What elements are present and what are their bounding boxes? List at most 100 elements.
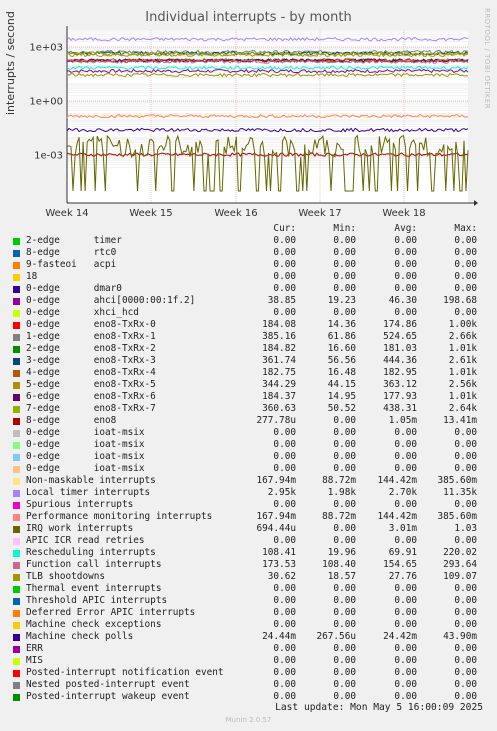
legend-swatch — [13, 286, 20, 293]
legend-value-max: 1.00k — [448, 319, 477, 330]
legend-value-min: 18.57 — [327, 571, 356, 582]
legend-value-min: 0.00 — [333, 415, 356, 426]
legend-value-avg: 174.86 — [383, 319, 417, 330]
legend-row: 9-fasteoi acpi 0.00 0.00 0.00 0.00 — [0, 259, 497, 271]
legend-row: Threshold APIC interrupts 0.00 0.00 0.00 0.0… — [0, 595, 497, 607]
legend-value-avg: 0.00 — [394, 607, 417, 618]
legend-value-min: 0.00 — [333, 655, 356, 666]
legend-row: 0-edge xhci_hcd 0.00 0.00 0.00 0.00 — [0, 307, 497, 319]
legend-series-name: 0-edge ioat-msix — [26, 463, 145, 474]
legend-value-avg: 0.00 — [394, 643, 417, 654]
legend-value-min: 0.00 — [333, 679, 356, 690]
legend-value-max: 0.00 — [454, 499, 477, 510]
legend-value-cur: 167.94m — [256, 511, 296, 522]
legend-value-min: 0.00 — [333, 463, 356, 474]
legend-value-avg: 24.42m — [383, 631, 417, 642]
legend-value-max: 2.56k — [448, 379, 477, 390]
legend-series-name: 7-edge eno8-TxRx-7 — [26, 403, 156, 414]
legend-value-avg: 69.91 — [388, 547, 417, 558]
x-tick-label: Week 18 — [382, 208, 425, 219]
legend-value-cur: 2.95k — [267, 487, 296, 498]
legend-value-min: 0.00 — [333, 247, 356, 258]
legend-value-min: 0.00 — [333, 607, 356, 618]
legend-row: 0-edge ioat-msix 0.00 0.00 0.00 0.00 — [0, 451, 497, 463]
legend-row: 7-edge eno8-TxRx-7 360.63 50.52 438.31 2.64k — [0, 403, 497, 415]
legend-value-cur: 0.00 — [273, 439, 296, 450]
legend-value-avg: 154.65 — [383, 559, 417, 570]
legend-value-avg: 144.42m — [377, 475, 417, 486]
legend-value-max: 0.00 — [454, 307, 477, 318]
legend-value-min: 108.40 — [322, 559, 356, 570]
legend-value-cur: 184.37 — [262, 391, 296, 402]
legend-value-min: 0.00 — [333, 595, 356, 606]
series-line — [66, 113, 469, 119]
series-line — [66, 59, 469, 64]
legend-value-min: 0.00 — [333, 439, 356, 450]
chart-title: Individual interrupts - by month — [145, 10, 352, 25]
legend-swatch — [13, 310, 20, 317]
legend-series-name: Local timer interrupts — [26, 487, 151, 498]
legend-value-min: 50.52 — [327, 403, 356, 414]
legend-value-cur: 0.00 — [273, 235, 296, 246]
legend-value-avg: 0.00 — [394, 667, 417, 678]
legend-value-max: 0.00 — [454, 451, 477, 462]
legend-row: TLB shootdowns 30.62 18.57 27.76 109.07 — [0, 571, 497, 583]
legend-value-max: 0.00 — [454, 283, 477, 294]
legend-value-max: 2.64k — [448, 403, 477, 414]
legend-series-name: 1-edge eno8-TxRx-1 — [26, 331, 156, 342]
legend-swatch — [13, 418, 20, 425]
legend-row: MIS 0.00 0.00 0.00 0.00 — [0, 655, 497, 667]
x-tick-label: Week 17 — [298, 208, 341, 219]
legend-value-cur: 0.00 — [273, 247, 296, 258]
legend-value-min: 19.23 — [327, 295, 356, 306]
legend-value-min: 16.48 — [327, 367, 356, 378]
legend-value-min: 88.72m — [322, 511, 356, 522]
legend-value-max: 2.66k — [448, 331, 477, 342]
legend-value-avg: 0.00 — [394, 691, 417, 702]
legend-swatch — [13, 334, 20, 341]
legend-value-avg: 0.00 — [394, 655, 417, 666]
legend-swatch — [13, 526, 20, 533]
legend-row: 8-edge eno8 277.78u 0.00 1.05m 13.41m — [0, 415, 497, 427]
series-line — [66, 65, 469, 71]
legend-value-cur: 0.00 — [273, 595, 296, 606]
legend-value-cur: 360.63 — [262, 403, 296, 414]
legend-value-cur: 0.00 — [273, 259, 296, 270]
legend-row: 0-edge ahci[0000:00:1f.2] 38.85 19.23 46.30… — [0, 295, 497, 307]
legend-value-cur: 184.82 — [262, 343, 296, 354]
legend-series-name: Posted-interrupt notification event — [26, 667, 224, 678]
x-axis-arrow — [474, 200, 478, 206]
legend-column-header: Cur: — [273, 223, 296, 234]
legend-value-max: 0.00 — [454, 271, 477, 282]
y-tick-label: 1e-03 — [34, 151, 63, 162]
legend-swatch — [13, 382, 20, 389]
legend-value-cur: 0.00 — [273, 607, 296, 618]
legend-series-name: 0-edge xhci_hcd — [26, 307, 139, 318]
legend-value-cur: 277.78u — [256, 415, 296, 426]
legend-series-name: TLB shootdowns — [26, 571, 106, 582]
legend-column-header: Avg: — [394, 223, 417, 234]
legend-value-cur: 344.29 — [262, 379, 296, 390]
legend-value-cur: 108.41 — [262, 547, 296, 558]
legend-value-avg: 0.00 — [394, 583, 417, 594]
legend-value-max: 0.00 — [454, 655, 477, 666]
legend-row: 4-edge eno8-TxRx-4 182.75 16.48 182.95 1.01k — [0, 367, 497, 379]
legend-series-name: Machine check exceptions — [26, 619, 162, 630]
legend-row: Posted-interrupt notification event 0.00 0… — [0, 667, 497, 679]
legend-series-name: ERR — [26, 643, 43, 654]
legend-row: 8-edge rtc0 0.00 0.00 0.00 0.00 — [0, 247, 497, 259]
legend-swatch — [13, 274, 20, 281]
legend-row: Deferred Error APIC interrupts 0.00 0.00 0.… — [0, 607, 497, 619]
series-line — [66, 68, 469, 74]
legend-swatch — [13, 622, 20, 629]
legend-row: 18 0.00 0.00 0.00 0.00 — [0, 271, 497, 283]
legend-series-name: Nested posted-interrupt event — [26, 679, 190, 690]
legend-series-name: APIC ICR read retries — [26, 535, 145, 546]
legend-column-header: Max: — [454, 223, 477, 234]
legend-value-min: 0.00 — [333, 643, 356, 654]
legend-row: 0-edge eno8-TxRx-0 184.08 14.36 174.86 1.00k — [0, 319, 497, 331]
legend-row: Machine check polls 24.44m 267.56u 24.42m 43… — [0, 631, 497, 643]
legend-row: 6-edge eno8-TxRx-6 184.37 14.95 177.93 1.01k — [0, 391, 497, 403]
legend-value-avg: 0.00 — [394, 247, 417, 258]
legend-series-name: 18 — [26, 271, 38, 282]
